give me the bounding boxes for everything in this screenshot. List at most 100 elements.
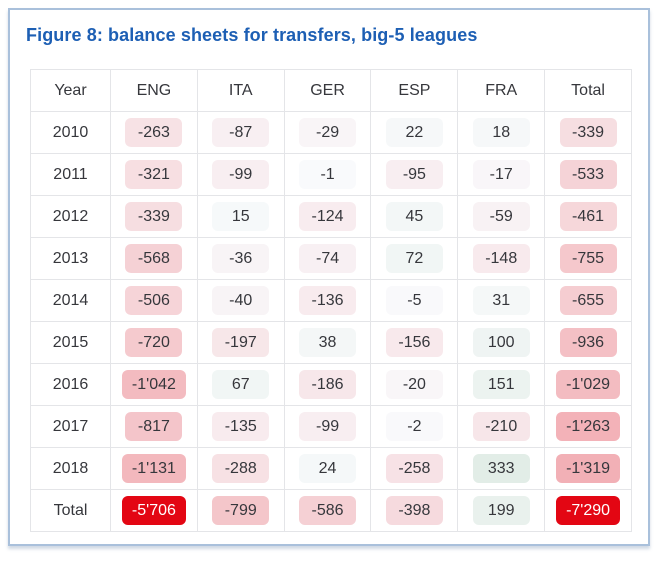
column-header: ESP — [370, 69, 459, 112]
value-cell: -1'319 — [544, 447, 632, 490]
value-cell: -59 — [457, 195, 546, 238]
value-cell: -655 — [544, 279, 632, 322]
value-cell: 18 — [457, 111, 546, 154]
value-chip: -17 — [472, 160, 530, 189]
value-cell: 24 — [283, 447, 372, 490]
value-cell: -755 — [544, 237, 632, 280]
value-chip: -1'131 — [121, 454, 186, 483]
value-chip: 22 — [385, 118, 443, 147]
value-chip: -20 — [385, 370, 443, 399]
value-chip: -5'706 — [121, 496, 186, 525]
value-cell: -1'263 — [544, 405, 632, 448]
value-chip: -321 — [125, 160, 183, 189]
value-cell: 45 — [370, 195, 459, 238]
value-chip: -5 — [385, 286, 443, 315]
value-chip: 151 — [472, 370, 530, 399]
table-row: 2013 -568 -36 -74 72 -148 -755 — [30, 237, 632, 280]
value-cell: -20 — [370, 363, 459, 406]
value-cell: 38 — [283, 321, 372, 364]
value-cell: -2 — [370, 405, 459, 448]
value-chip: -95 — [385, 160, 443, 189]
value-cell: -1 — [283, 153, 372, 196]
value-chip: -799 — [212, 496, 270, 525]
table-row: 2014 -506 -40 -136 -5 31 -655 — [30, 279, 632, 322]
value-chip: -7'290 — [556, 496, 621, 525]
year-cell: 2017 — [30, 405, 111, 448]
value-chip: -36 — [212, 244, 270, 273]
year-cell: Total — [30, 489, 111, 532]
value-cell: -5 — [370, 279, 459, 322]
value-chip: -2 — [385, 412, 443, 441]
value-cell: -87 — [196, 111, 285, 154]
value-chip: -461 — [559, 202, 617, 231]
year-cell: 2016 — [30, 363, 111, 406]
value-chip: -186 — [299, 370, 357, 399]
value-cell: -936 — [544, 321, 632, 364]
header-row: Year ENG ITA GER ESP FRA Total — [30, 69, 632, 112]
value-cell: 151 — [457, 363, 546, 406]
value-chip: -263 — [125, 118, 183, 147]
value-cell: 199 — [457, 489, 546, 532]
value-cell: -461 — [544, 195, 632, 238]
value-chip: -210 — [472, 412, 530, 441]
value-chip: -936 — [559, 328, 617, 357]
value-cell: -506 — [110, 279, 198, 322]
value-cell: -568 — [110, 237, 198, 280]
value-cell: 15 — [196, 195, 285, 238]
table-row: 2012 -339 15 -124 45 -59 -461 — [30, 195, 632, 238]
value-cell: -799 — [196, 489, 285, 532]
column-header: Year — [30, 69, 111, 112]
value-chip: -135 — [212, 412, 270, 441]
table-row: 2018 -1'131 -288 24 -258 333 -1'319 — [30, 447, 632, 490]
year-cell: 2010 — [30, 111, 111, 154]
value-cell: -148 — [457, 237, 546, 280]
column-header: FRA — [457, 69, 546, 112]
table-row: Total -5'706 -799 -586 -398 199 -7'290 — [30, 489, 632, 532]
value-chip: -586 — [299, 496, 357, 525]
value-chip: -339 — [125, 202, 183, 231]
value-chip: -568 — [125, 244, 183, 273]
value-cell: -533 — [544, 153, 632, 196]
column-header: GER — [283, 69, 372, 112]
value-chip: -755 — [559, 244, 617, 273]
value-cell: 100 — [457, 321, 546, 364]
value-cell: -339 — [544, 111, 632, 154]
table-body: 2010 -263 -87 -29 22 18 -339 2011 -321 -99 -1 -95 -1… — [30, 111, 632, 532]
table-header: Year ENG ITA GER ESP FRA Total — [30, 69, 632, 112]
value-cell: -40 — [196, 279, 285, 322]
table-row: 2017 -817 -135 -99 -2 -210 -1'263 — [30, 405, 632, 448]
figure-title: Figure 8: balance sheets for transfers, … — [26, 25, 478, 45]
figure-card: Figure 8: balance sheets for transfers, … — [8, 8, 650, 546]
year-cell: 2015 — [30, 321, 111, 364]
value-chip: -1'029 — [556, 370, 621, 399]
value-chip: 31 — [472, 286, 530, 315]
value-chip: -1'263 — [556, 412, 621, 441]
transfers-table: Year ENG ITA GER ESP FRA Total 2010 -263 -87 -29 2… — [30, 69, 632, 532]
value-chip: -156 — [385, 328, 443, 357]
year-cell: 2018 — [30, 447, 111, 490]
value-chip: -655 — [559, 286, 617, 315]
value-cell: -210 — [457, 405, 546, 448]
table-row: 2010 -263 -87 -29 22 18 -339 — [30, 111, 632, 154]
value-chip: -99 — [212, 160, 270, 189]
value-cell: -186 — [283, 363, 372, 406]
value-cell: -7'290 — [544, 489, 632, 532]
value-chip: -258 — [385, 454, 443, 483]
value-chip: 67 — [212, 370, 270, 399]
value-chip: 45 — [385, 202, 443, 231]
table-row: 2016 -1'042 67 -186 -20 151 -1'029 — [30, 363, 632, 406]
value-cell: -398 — [370, 489, 459, 532]
value-cell: -5'706 — [110, 489, 198, 532]
value-chip: -124 — [299, 202, 357, 231]
value-cell: 333 — [457, 447, 546, 490]
value-cell: -156 — [370, 321, 459, 364]
value-chip: 100 — [472, 328, 530, 357]
year-cell: 2012 — [30, 195, 111, 238]
value-chip: -74 — [299, 244, 357, 273]
value-chip: -148 — [472, 244, 530, 273]
value-cell: -99 — [196, 153, 285, 196]
value-cell: -1'131 — [110, 447, 198, 490]
value-chip: -533 — [559, 160, 617, 189]
value-chip: -339 — [559, 118, 617, 147]
value-chip: -136 — [299, 286, 357, 315]
